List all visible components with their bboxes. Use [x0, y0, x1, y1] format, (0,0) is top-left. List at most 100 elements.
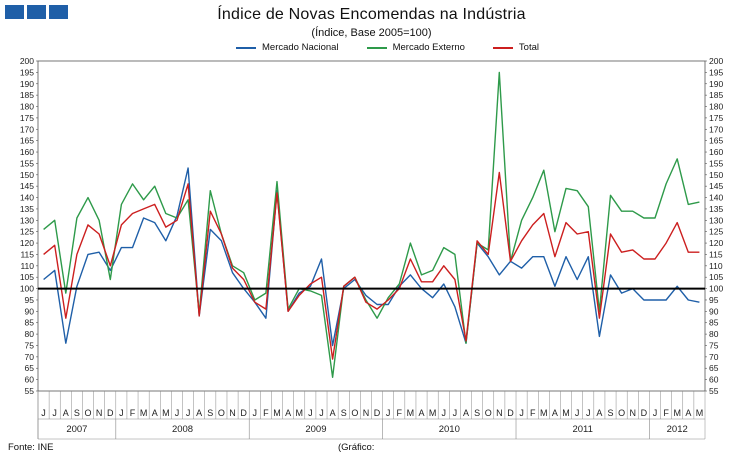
x-tick-label: D — [240, 408, 247, 418]
x-tick-label: A — [152, 408, 158, 418]
x-tick-label: O — [351, 408, 358, 418]
x-tick-label: M — [407, 408, 415, 418]
y-tick-label-right: 140 — [709, 193, 723, 203]
legend-label-total: Total — [518, 42, 539, 53]
y-tick-label-right: 80 — [709, 329, 719, 339]
y-tick-label-right: 145 — [709, 181, 723, 191]
y-tick-label-left: 125 — [20, 227, 34, 237]
y-tick-label-right: 55 — [709, 386, 719, 396]
x-tick-label: O — [218, 408, 225, 418]
x-tick-label: N — [96, 408, 103, 418]
x-tick-label: J — [119, 408, 124, 418]
y-tick-label-left: 105 — [20, 272, 34, 282]
x-tick-label: J — [386, 408, 391, 418]
y-tick-label-left: 55 — [25, 386, 35, 396]
y-tick-label-right: 105 — [709, 272, 723, 282]
x-tick-label: S — [608, 408, 614, 418]
y-tick-label-left: 180 — [20, 102, 34, 112]
x-tick-label: M — [162, 408, 170, 418]
y-tick-label-right: 130 — [709, 215, 723, 225]
y-tick-label-right: 185 — [709, 90, 723, 100]
chart-title: Índice de Novas Encomendas na Indústria — [217, 6, 526, 23]
y-tick-label-right: 85 — [709, 318, 719, 328]
y-tick-label-left: 130 — [20, 215, 34, 225]
x-tick-label: D — [107, 408, 114, 418]
chart-legend: Mercado Nacional Mercado Externo Total — [236, 42, 539, 53]
x-tick-label: N — [629, 408, 636, 418]
x-tick-label: M — [273, 408, 281, 418]
x-tick-label: M — [295, 408, 303, 418]
y-tick-label-right: 155 — [709, 158, 723, 168]
x-tick-label: J — [175, 408, 180, 418]
y-tick-label-right: 70 — [709, 352, 719, 362]
y-tick-label-left: 155 — [20, 158, 34, 168]
y-tick-label-right: 135 — [709, 204, 723, 214]
y-tick-label-left: 75 — [25, 340, 35, 350]
series-line-nacional — [43, 167, 700, 347]
x-tick-label: J — [453, 408, 458, 418]
chart-note: (Gráfico: — [338, 442, 375, 453]
x-tick-label: A — [330, 408, 336, 418]
logo-block — [27, 5, 46, 19]
year-label: 2010 — [439, 424, 460, 435]
x-tick-label: N — [496, 408, 503, 418]
y-tick-label-left: 175 — [20, 113, 34, 123]
x-tick-label: D — [507, 408, 514, 418]
y-tick-label-left: 185 — [20, 90, 34, 100]
y-tick-label-right: 60 — [709, 375, 719, 385]
y-tick-label-left: 60 — [25, 375, 35, 385]
x-tick-label: J — [52, 408, 57, 418]
chart-subtitle: (Índice, Base 2005=100) — [311, 27, 432, 39]
y-tick-label-left: 95 — [25, 295, 35, 305]
x-tick-label: J — [308, 408, 313, 418]
y-tick-label-right: 90 — [709, 306, 719, 316]
x-tick-label: A — [596, 408, 602, 418]
x-tick-label: A — [463, 408, 469, 418]
y-tick-label-right: 175 — [709, 113, 723, 123]
legend-item-nacional: Mercado Nacional — [236, 42, 339, 53]
y-tick-label-right: 170 — [709, 124, 723, 134]
y-tick-label-left: 110 — [20, 261, 34, 271]
y-tick-label-left: 170 — [20, 124, 34, 134]
legend-swatch-externo — [366, 46, 387, 49]
x-tick-label: S — [207, 408, 213, 418]
x-tick-label: A — [685, 408, 691, 418]
x-tick-label: O — [485, 408, 492, 418]
x-tick-label: F — [130, 408, 136, 418]
x-tick-label: S — [474, 408, 480, 418]
x-tick-label: O — [85, 408, 92, 418]
x-tick-label: M — [540, 408, 548, 418]
y-tick-label-left: 195 — [20, 67, 34, 77]
y-tick-label-right: 150 — [709, 170, 723, 180]
x-tick-label: J — [41, 408, 46, 418]
y-tick-label-left: 90 — [25, 306, 35, 316]
y-tick-label-right: 115 — [709, 249, 723, 259]
year-label: 2012 — [667, 424, 688, 435]
year-label: 2009 — [305, 424, 326, 435]
x-tick-label: J — [586, 408, 591, 418]
y-tick-label-left: 80 — [25, 329, 35, 339]
y-tick-label-left: 70 — [25, 352, 35, 362]
x-tick-label: A — [419, 408, 425, 418]
y-tick-label-left: 85 — [25, 318, 35, 328]
x-tick-label: M — [429, 408, 437, 418]
y-tick-label-left: 165 — [20, 136, 34, 146]
y-tick-label-right: 120 — [709, 238, 723, 248]
y-tick-label-left: 135 — [20, 204, 34, 214]
x-tick-label: J — [442, 408, 447, 418]
y-tick-label-right: 95 — [709, 295, 719, 305]
y-tick-label-left: 160 — [20, 147, 34, 157]
y-tick-label-right: 180 — [709, 102, 723, 112]
x-tick-label: J — [186, 408, 191, 418]
y-tick-label-left: 120 — [20, 238, 34, 248]
legend-label-externo: Mercado Externo — [392, 42, 465, 53]
y-tick-label-left: 145 — [20, 181, 34, 191]
series-line-total — [43, 171, 700, 360]
x-tick-label: J — [319, 408, 324, 418]
x-tick-label: J — [519, 408, 524, 418]
source-note: Fonte: INE — [8, 442, 54, 453]
y-tick-label-right: 195 — [709, 67, 723, 77]
y-tick-label-right: 160 — [709, 147, 723, 157]
y-tick-label-left: 190 — [20, 79, 34, 89]
x-tick-label: D — [641, 408, 648, 418]
